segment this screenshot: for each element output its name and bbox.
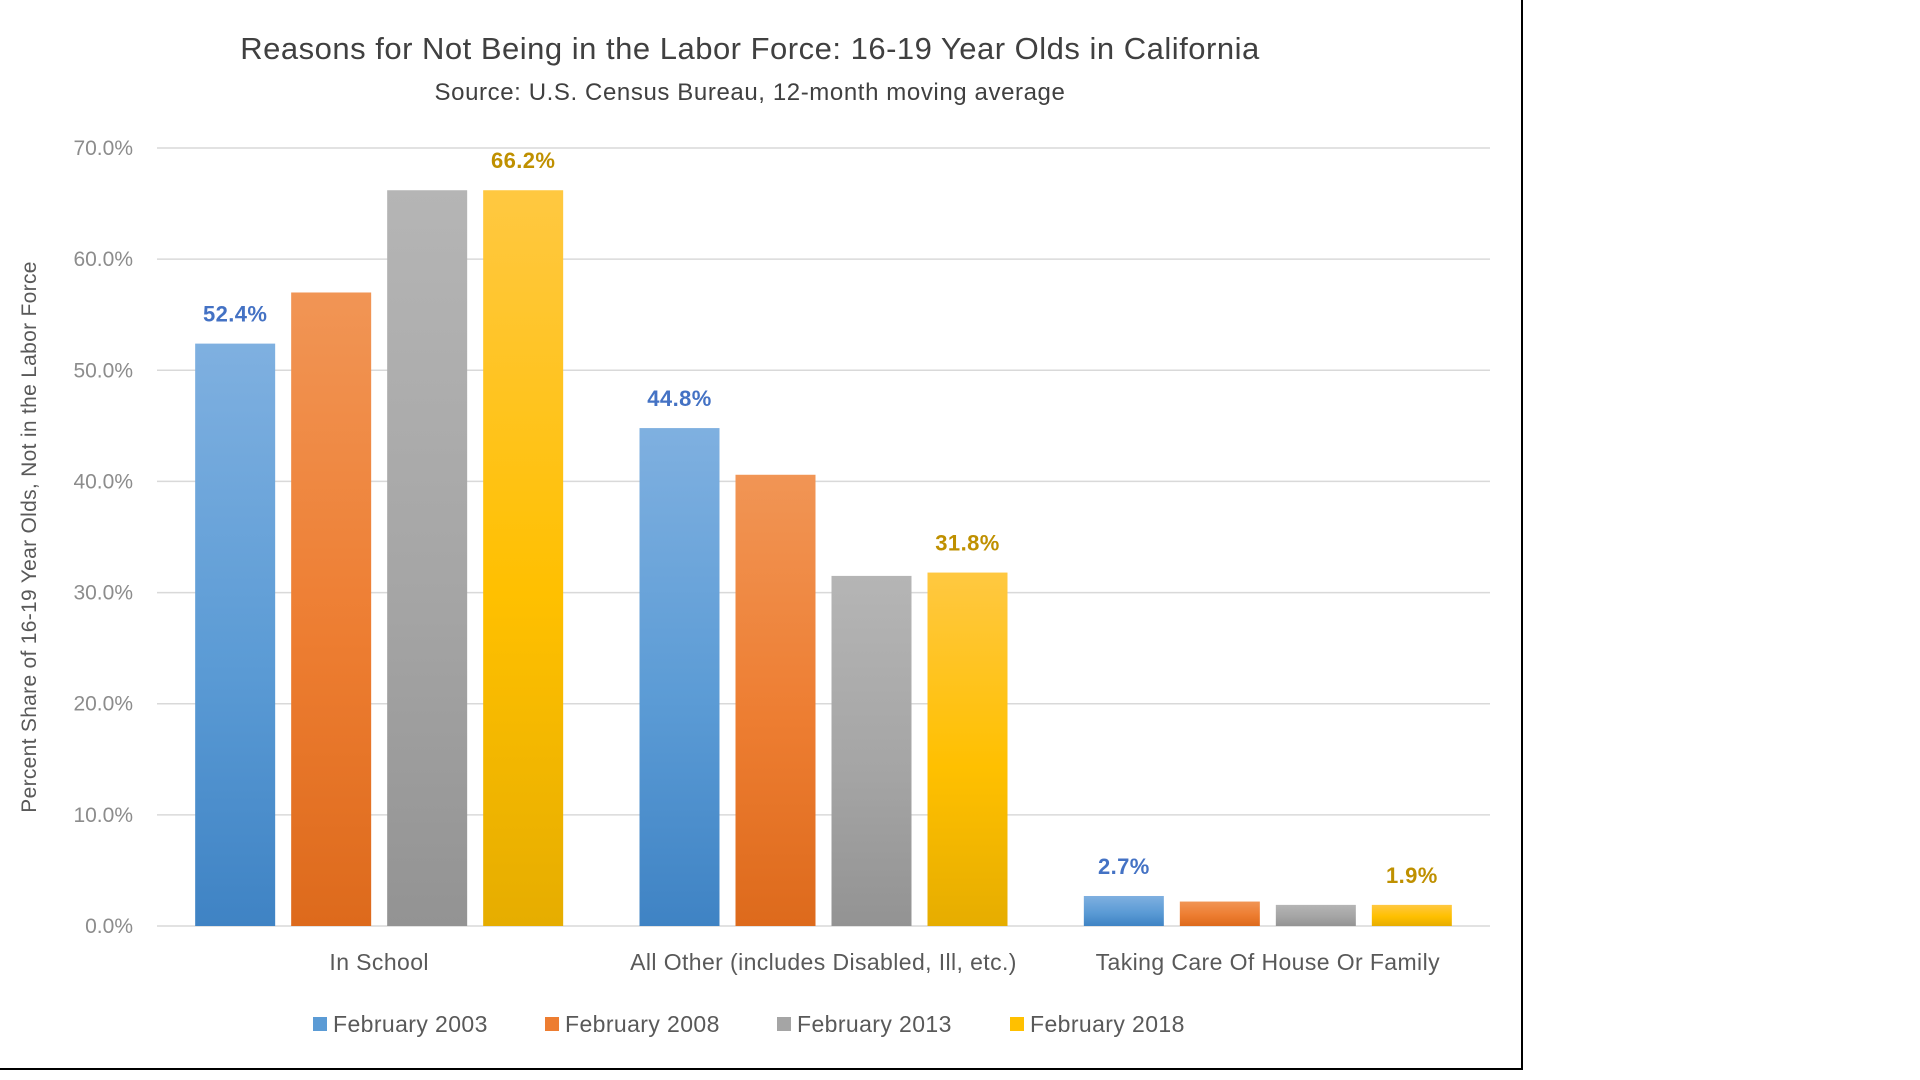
bar [1371, 904, 1452, 926]
x-axis-categories: In School All Other (includes Disabled, I… [329, 949, 1440, 975]
bar [387, 190, 468, 927]
y-tick-label: 30.0% [73, 582, 133, 605]
chart-subtitle: Source: U.S. Census Bureau, 12-month mov… [435, 79, 1066, 106]
bar [639, 428, 720, 926]
bar [195, 343, 276, 926]
x-category-label: In School [329, 949, 429, 975]
x-category-label: All Other (includes Disabled, Ill, etc.) [630, 949, 1017, 975]
legend: February 2003 February 2008 February 2013 F… [313, 1011, 1185, 1037]
chart-frame: Reasons for Not Being in the Labor Force… [0, 0, 1523, 1070]
legend-label: February 2018 [1030, 1011, 1185, 1037]
y-tick-label: 70.0% [73, 137, 133, 160]
bar-chart: Reasons for Not Being in the Labor Force… [18, 31, 1490, 1037]
data-label: 31.8% [935, 531, 999, 556]
legend-swatch [313, 1017, 327, 1031]
y-tick-label: 10.0% [73, 804, 133, 827]
bar [483, 190, 564, 927]
legend-swatch [1010, 1017, 1024, 1031]
bar [291, 292, 372, 926]
data-label: 66.2% [491, 148, 555, 173]
bar [1083, 895, 1164, 926]
data-label: 52.4% [203, 302, 267, 327]
bar [735, 474, 816, 926]
bars [195, 190, 1452, 927]
bar [927, 572, 1008, 926]
gridlines [157, 147, 1490, 927]
data-label: 1.9% [1386, 863, 1438, 888]
y-tick-label: 40.0% [73, 470, 133, 493]
data-label: 2.7% [1098, 854, 1150, 879]
legend-label: February 2008 [565, 1011, 720, 1037]
y-tick-label: 0.0% [85, 915, 133, 938]
bar [1275, 904, 1356, 926]
x-category-label: Taking Care Of House Or Family [1096, 949, 1440, 975]
chart-title: Reasons for Not Being in the Labor Force… [240, 31, 1260, 66]
legend-label: February 2003 [333, 1011, 488, 1037]
data-label: 44.8% [647, 386, 711, 411]
bar [1179, 901, 1260, 926]
legend-label: February 2013 [797, 1011, 952, 1037]
y-axis-label: Percent Share of 16-19 Year Olds, Not in… [18, 261, 41, 812]
y-tick-label: 20.0% [73, 693, 133, 716]
legend-swatch [777, 1017, 791, 1031]
bar [831, 575, 912, 926]
y-tick-label: 60.0% [73, 248, 133, 271]
legend-swatch [545, 1017, 559, 1031]
y-tick-label: 50.0% [73, 359, 133, 382]
data-labels: 52.4% 66.2% 44.8% 31.8% 2.7% 1.9% [203, 148, 1438, 888]
y-axis-ticks: 0.0% 10.0% 20.0% 30.0% 40.0% 50.0% 60.0% 70.0% [73, 137, 133, 938]
